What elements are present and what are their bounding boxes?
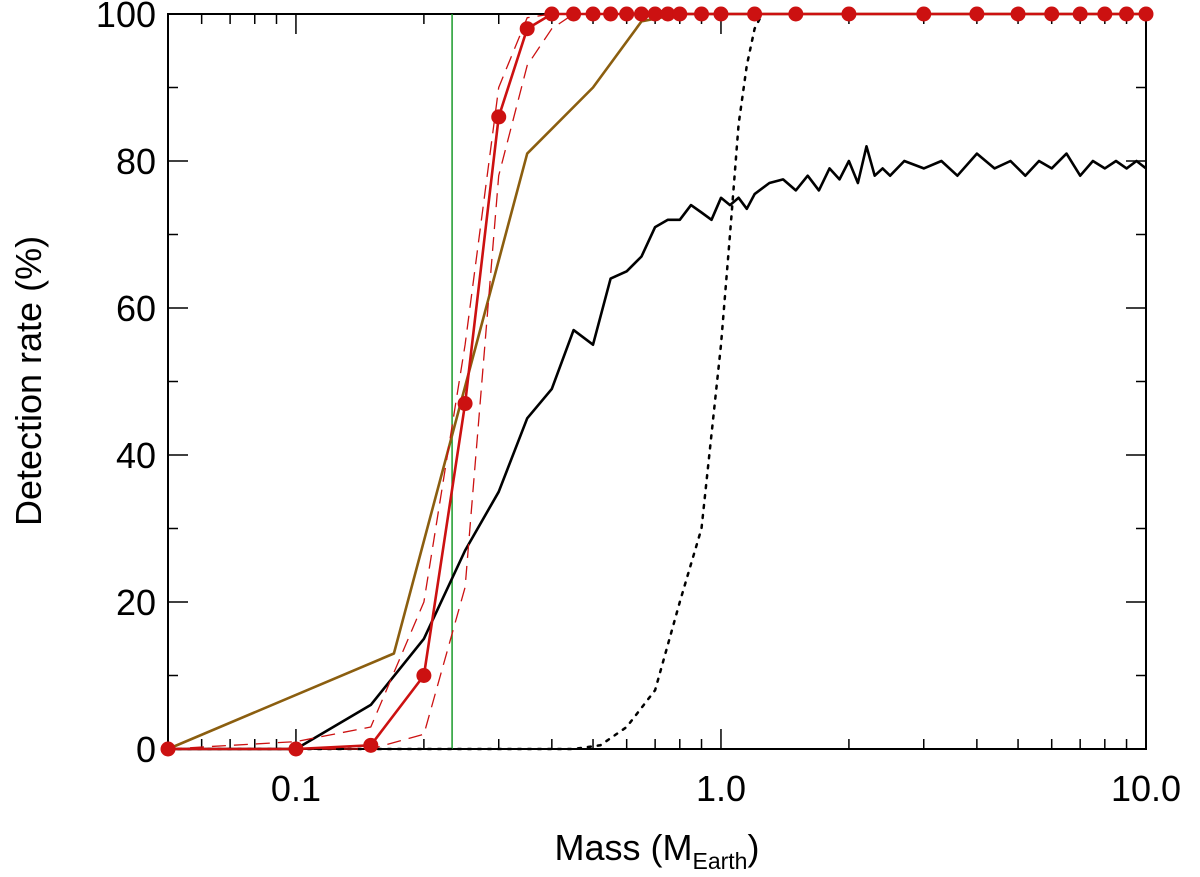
- series-red-dashed-lower: [168, 13, 593, 750]
- data-point-red-points: [491, 109, 507, 125]
- data-point-red-points: [603, 6, 619, 22]
- series-black-solid: [168, 145, 1147, 751]
- series-black-dotted: [166, 12, 764, 751]
- data-point-red-points: [713, 6, 729, 22]
- data-point-red-points: [519, 21, 535, 37]
- data-point-red-points: [160, 741, 176, 757]
- data-point-red-points: [566, 6, 582, 22]
- series-brown: [167, 12, 1146, 751]
- data-point-red-points: [969, 6, 985, 22]
- x-axis-title-main: Mass (M: [555, 827, 693, 868]
- series-red-points: [168, 12, 1146, 751]
- data-point-red-points: [1072, 6, 1088, 22]
- y-tick-label: 60: [116, 288, 156, 329]
- data-point-red-points: [1119, 6, 1135, 22]
- data-point-red-points: [457, 396, 473, 412]
- series-group: [166, 12, 1147, 751]
- data-point-red-points: [1138, 6, 1154, 22]
- data-point-red-points: [788, 6, 804, 22]
- y-tick-label: 80: [116, 141, 156, 182]
- data-point-red-points: [916, 6, 932, 22]
- y-axis-title: Detection rate (%): [8, 236, 49, 526]
- axis-ticks: [167, 13, 1147, 750]
- x-tick-label: 1.0: [696, 768, 746, 809]
- x-axis-title-subscript: Earth: [693, 848, 748, 874]
- data-point-red-points: [544, 6, 560, 22]
- data-point-red-points: [1010, 6, 1026, 22]
- data-point-red-points: [619, 6, 635, 22]
- plot-border: [167, 13, 1147, 750]
- y-tick-label: 20: [116, 582, 156, 623]
- y-tick-label: 0: [136, 729, 156, 770]
- x-axis-title-close: ): [747, 827, 759, 868]
- data-point-red-points: [288, 741, 304, 757]
- data-point-red-points: [647, 6, 663, 22]
- data-point-red-points: [416, 668, 432, 683]
- data-point-red-points: [694, 6, 710, 22]
- data-point-red-points: [633, 6, 649, 22]
- data-point-red-points: [1097, 6, 1113, 22]
- x-tick-label: 10.0: [1111, 768, 1181, 809]
- x-axis-title: Mass (MEarth): [555, 827, 760, 874]
- data-point-red-points: [747, 6, 763, 22]
- tick-labels: 0 20 40 60 80 100 0.1 1.0 10.0: [96, 0, 1181, 809]
- series-red-dashed-upper: [167, 13, 593, 750]
- x-tick-label: 0.1: [271, 768, 321, 809]
- y-tick-label: 100: [96, 0, 156, 35]
- data-point-red-points: [363, 737, 379, 753]
- data-point-red-points: [660, 6, 676, 22]
- data-point-red-points: [1044, 6, 1060, 22]
- marker-group: [160, 6, 1154, 757]
- data-point-red-points: [841, 6, 857, 22]
- y-tick-label: 40: [116, 435, 156, 476]
- data-point-red-points: [672, 6, 688, 22]
- plot-frame: [167, 13, 1147, 750]
- data-point-red-points: [585, 6, 601, 22]
